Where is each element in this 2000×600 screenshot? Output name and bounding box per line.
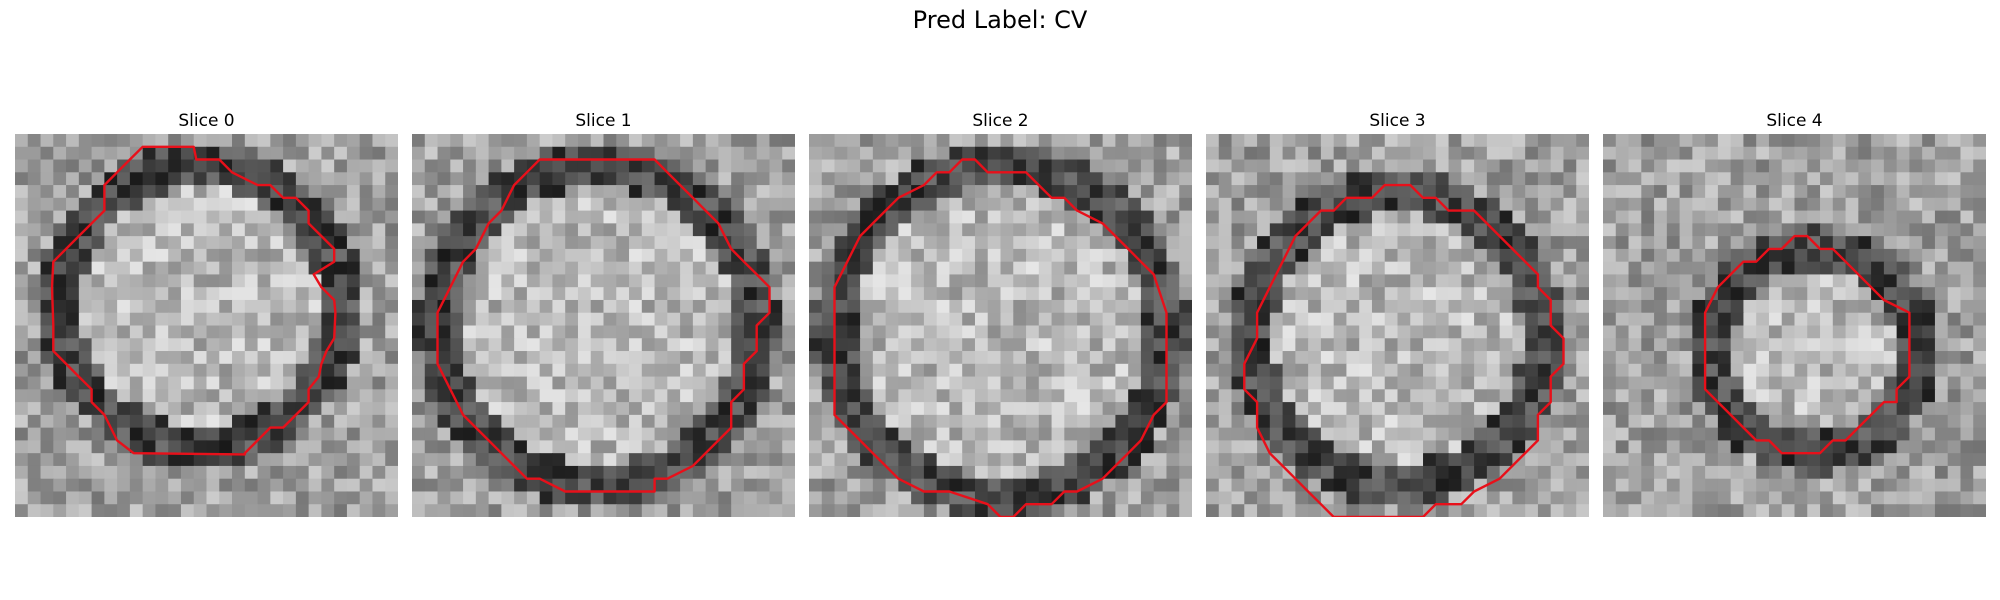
contour-outline bbox=[50, 145, 337, 456]
slice-title: Slice 4 bbox=[1766, 111, 1823, 131]
slice-title: Slice 3 bbox=[1369, 111, 1426, 131]
slice-image bbox=[809, 134, 1192, 517]
contour-outline bbox=[436, 158, 771, 493]
contour-outline bbox=[833, 158, 1168, 517]
slice-panel-3: Slice 3 bbox=[1206, 108, 1589, 517]
slice-title: Slice 1 bbox=[575, 111, 632, 131]
contour-outline bbox=[1243, 183, 1565, 517]
pixel-grid bbox=[1603, 134, 1986, 517]
slice-image bbox=[1603, 134, 1986, 517]
slice-panel-2: Slice 2 bbox=[809, 108, 1192, 517]
figure-title: Pred Label: CV bbox=[912, 6, 1088, 34]
pixel-grid bbox=[1206, 134, 1589, 517]
slice-panel-4: Slice 4 bbox=[1603, 108, 1986, 517]
slice-title: Slice 2 bbox=[972, 111, 1029, 131]
slice-panel-1: Slice 1 bbox=[412, 108, 795, 517]
slice-panel-0: Slice 0 bbox=[15, 108, 398, 517]
slice-image bbox=[1206, 134, 1589, 517]
pixel-grid bbox=[412, 134, 795, 517]
pixel-grid bbox=[809, 134, 1192, 517]
contour-outline bbox=[1703, 234, 1911, 455]
slice-title: Slice 0 bbox=[178, 111, 235, 131]
pixel-grid bbox=[15, 134, 398, 517]
slice-image bbox=[15, 134, 398, 517]
slice-image bbox=[412, 134, 795, 517]
